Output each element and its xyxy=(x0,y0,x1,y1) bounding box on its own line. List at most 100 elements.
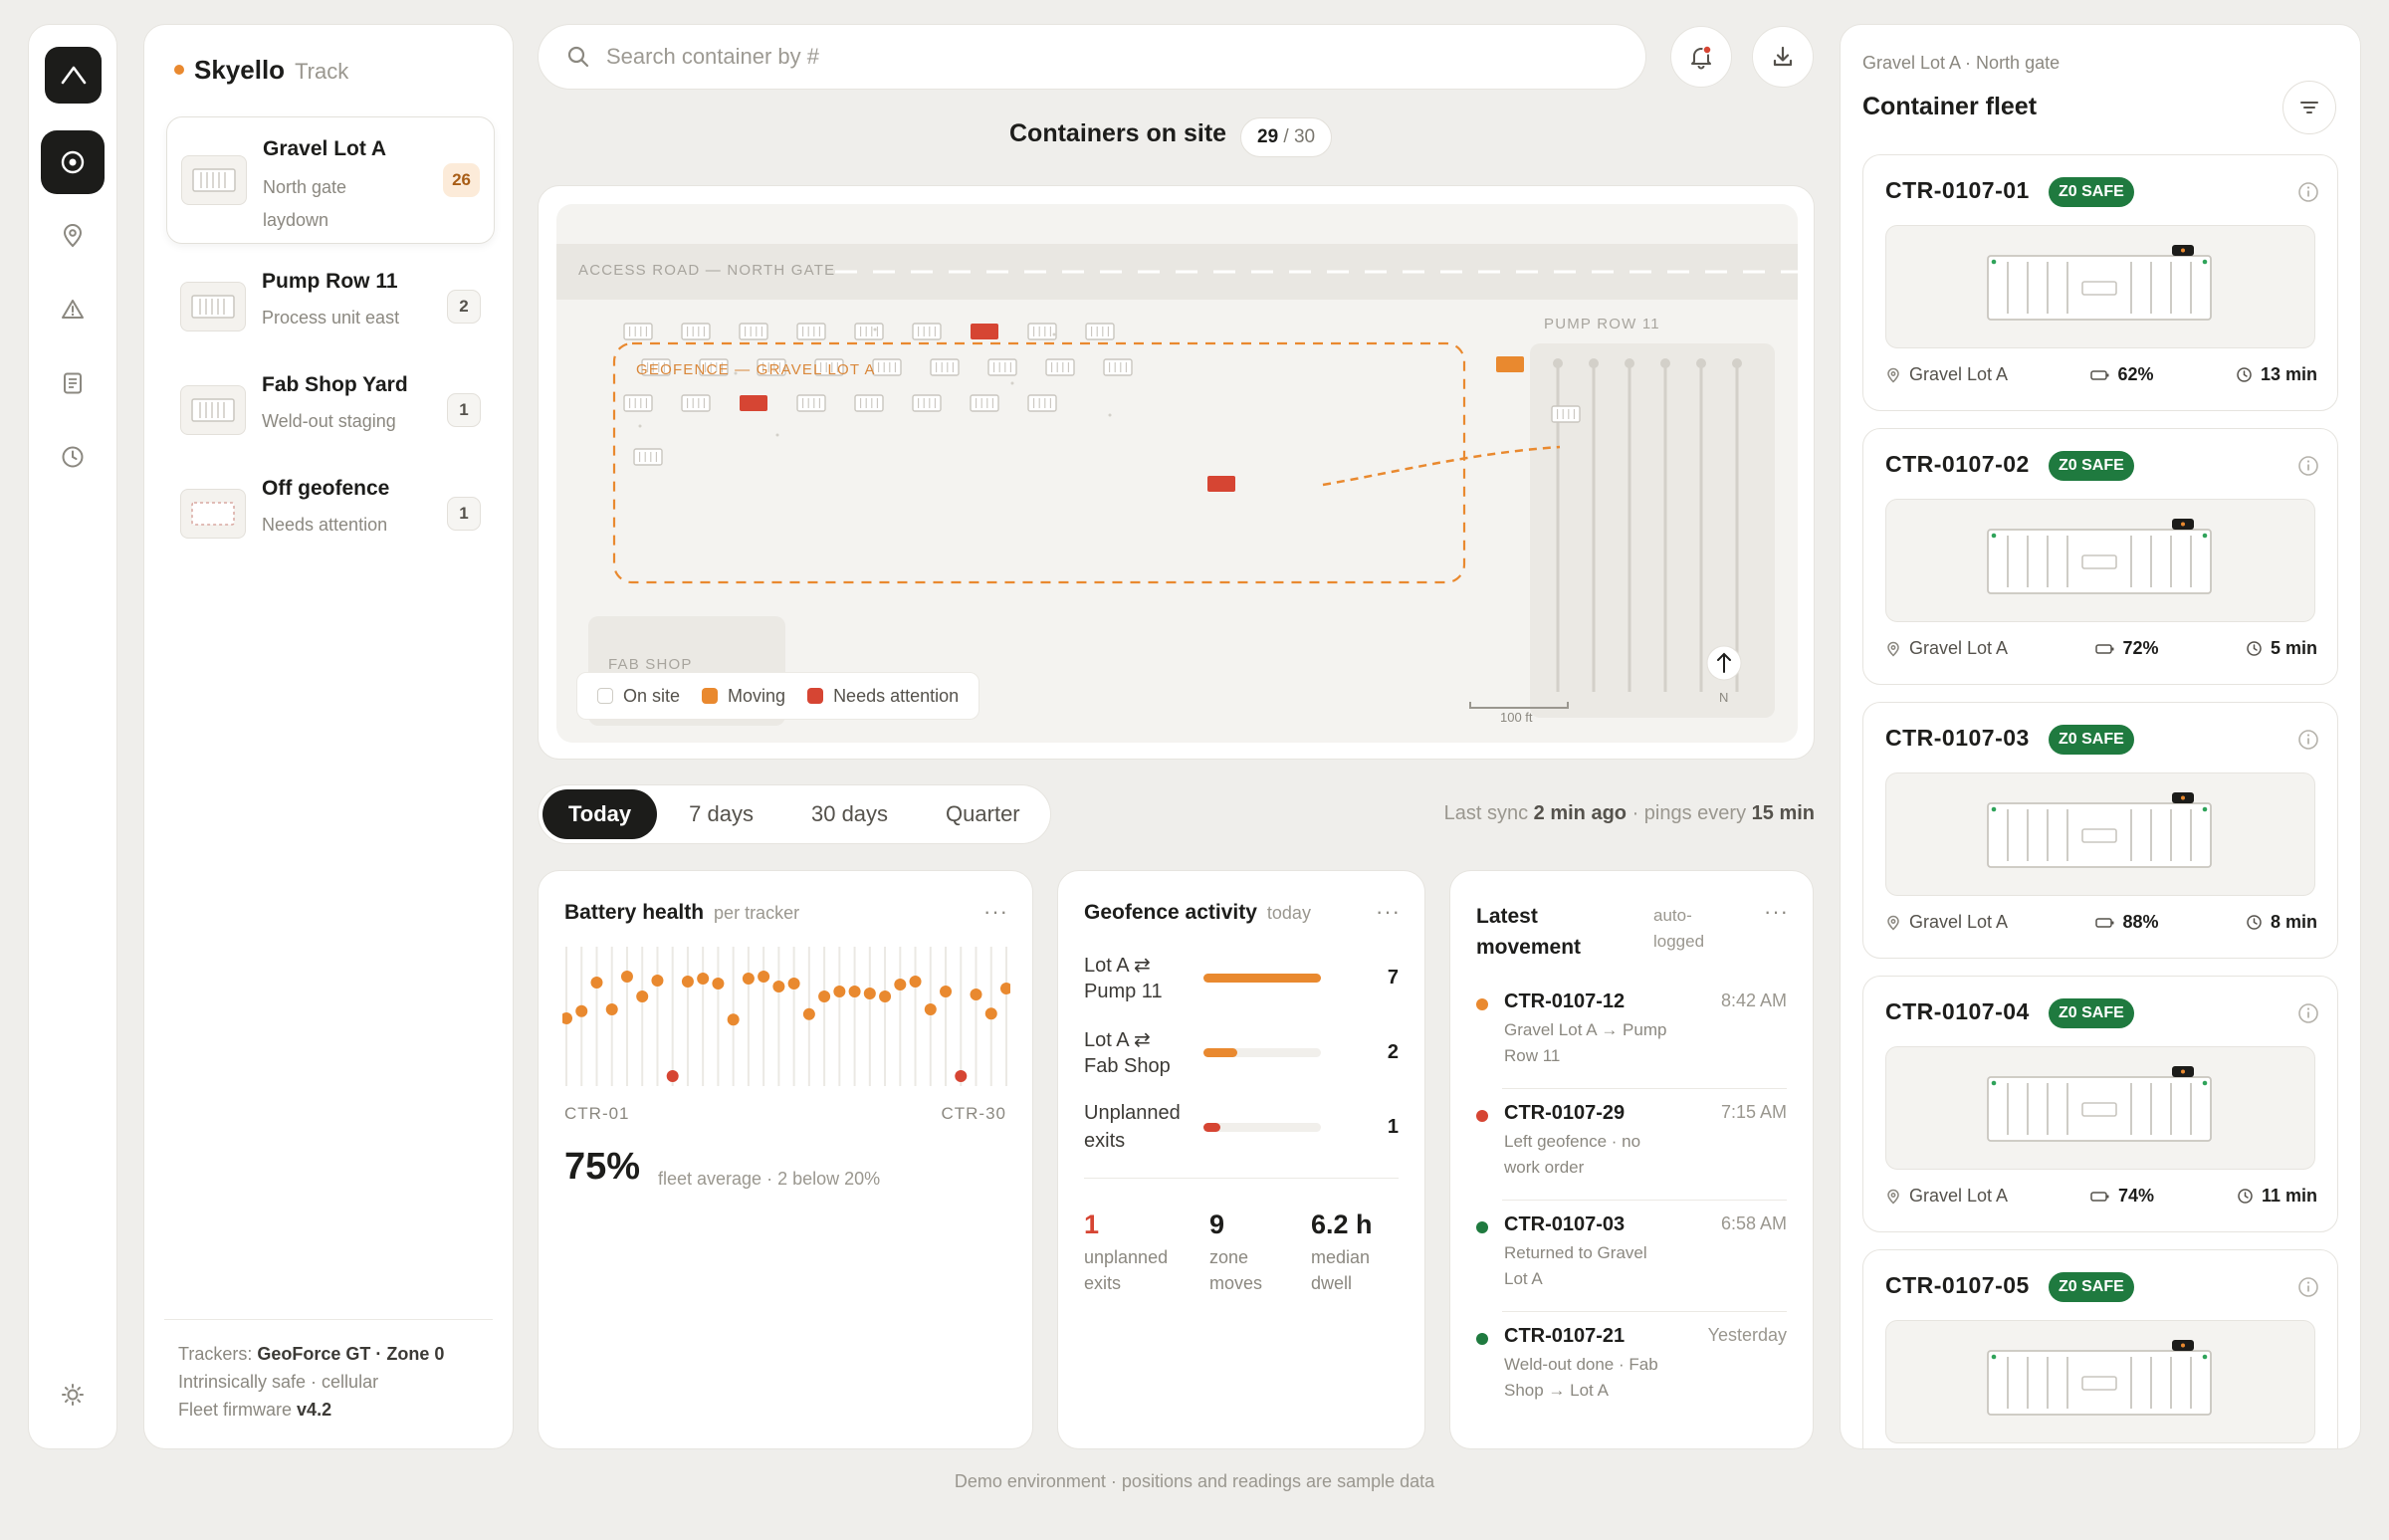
battery-point[interactable] xyxy=(863,988,876,999)
fleet-card[interactable]: CTR-0107-03 Z0 SAFE Gravel Lot A 88% 8 min xyxy=(1862,702,2338,959)
battery-point[interactable] xyxy=(894,979,907,990)
nav-alerts[interactable] xyxy=(41,278,105,341)
battery-point[interactable] xyxy=(924,1003,937,1015)
container-marker[interactable] xyxy=(1551,405,1581,423)
container-marker[interactable] xyxy=(872,358,902,376)
nav-locations[interactable] xyxy=(41,204,105,268)
site-item-pump-row-11[interactable]: Pump Row 11 Process unit east 2 xyxy=(166,256,495,359)
search-bar[interactable] xyxy=(538,24,1646,90)
container-marker[interactable] xyxy=(1027,323,1057,340)
container-marker[interactable] xyxy=(681,323,711,340)
battery-point[interactable] xyxy=(562,1012,572,1024)
container-marker[interactable] xyxy=(623,394,653,412)
movement-item[interactable]: CTR-0107-29 7:15 AM Left geofence · no work… xyxy=(1476,1102,1787,1202)
battery-point[interactable] xyxy=(787,978,800,990)
container-marker[interactable] xyxy=(641,358,671,376)
container-marker[interactable] xyxy=(987,358,1017,376)
container-marker[interactable] xyxy=(633,448,663,466)
info-icon[interactable] xyxy=(2297,1002,2319,1024)
info-icon[interactable] xyxy=(2297,729,2319,751)
container-marker[interactable] xyxy=(912,323,942,340)
battery-point[interactable] xyxy=(651,975,664,987)
info-icon[interactable] xyxy=(2297,1276,2319,1298)
tab-7-days[interactable]: 7 days xyxy=(689,801,754,826)
nav-overview[interactable] xyxy=(41,130,105,194)
battery-point[interactable] xyxy=(575,1004,588,1017)
battery-point[interactable] xyxy=(636,990,649,1002)
battery-point[interactable] xyxy=(712,978,725,990)
more-options-icon[interactable]: ··· xyxy=(983,899,1008,924)
container-marker[interactable] xyxy=(699,358,729,376)
battery-point[interactable] xyxy=(681,976,694,988)
battery-point[interactable] xyxy=(879,990,892,1002)
app-logo[interactable] xyxy=(45,47,102,104)
battery-point[interactable] xyxy=(970,989,982,1000)
nav-theme[interactable] xyxy=(41,1363,105,1427)
battery-point[interactable] xyxy=(772,981,785,992)
container-marker[interactable] xyxy=(814,358,844,376)
container-marker[interactable] xyxy=(623,323,653,340)
nav-history[interactable] xyxy=(41,425,105,489)
site-item-gravel-lot-a[interactable]: Gravel Lot A North gate laydown 26 xyxy=(166,116,495,244)
battery-point[interactable] xyxy=(620,971,633,983)
battery-point[interactable] xyxy=(758,971,770,983)
tab-quarter[interactable]: Quarter xyxy=(946,801,1020,826)
battery-point[interactable] xyxy=(1000,983,1010,994)
battery-point[interactable] xyxy=(818,990,831,1002)
container-marker[interactable] xyxy=(912,394,942,412)
fleet-card[interactable]: CTR-0107-02 Z0 SAFE Gravel Lot A 72% 5 min xyxy=(1862,428,2338,685)
more-options-icon[interactable]: ··· xyxy=(1764,899,1789,924)
container-marker-attention[interactable] xyxy=(1207,476,1235,492)
fleet-card[interactable]: CTR-0107-04 Z0 SAFE Gravel Lot A 74% 11 min xyxy=(1862,976,2338,1232)
container-marker-attention[interactable] xyxy=(971,324,998,339)
battery-point[interactable] xyxy=(848,986,861,997)
container-marker-attention[interactable] xyxy=(740,395,767,411)
info-icon[interactable] xyxy=(2297,181,2319,203)
notifications-button[interactable] xyxy=(1670,26,1732,88)
download-button[interactable] xyxy=(1752,26,1814,88)
tab-today[interactable]: Today xyxy=(543,789,658,839)
container-marker[interactable] xyxy=(854,394,884,412)
container-marker[interactable] xyxy=(1027,394,1057,412)
battery-point[interactable] xyxy=(984,1007,997,1020)
battery-point[interactable] xyxy=(605,1003,618,1015)
container-marker[interactable] xyxy=(1045,358,1075,376)
container-marker[interactable] xyxy=(681,394,711,412)
battery-point[interactable] xyxy=(742,973,755,985)
info-icon[interactable] xyxy=(2297,455,2319,477)
container-marker[interactable] xyxy=(1085,323,1115,340)
container-marker[interactable] xyxy=(739,323,768,340)
battery-point-low[interactable] xyxy=(955,1070,968,1082)
tab-30-days[interactable]: 30 days xyxy=(810,801,889,826)
filter-button[interactable] xyxy=(2282,81,2336,134)
battery-point[interactable] xyxy=(697,973,710,985)
container-marker[interactable] xyxy=(1103,358,1133,376)
container-marker[interactable] xyxy=(757,358,786,376)
site-map[interactable]: ACCESS ROAD — NORTH GATE GEOFENCE — GRAV… xyxy=(556,204,1798,743)
container-marker[interactable] xyxy=(970,394,999,412)
container-marker[interactable] xyxy=(854,323,884,340)
battery-point-low[interactable] xyxy=(666,1070,679,1082)
container-marker[interactable] xyxy=(796,323,826,340)
fleet-card[interactable]: CTR-0107-01 Z0 SAFE Gravel Lot A 62% 13 min xyxy=(1862,154,2338,411)
container-marker[interactable] xyxy=(1496,356,1524,372)
movement-item[interactable]: CTR-0107-21 Yesterday Weld-out done · Fab S… xyxy=(1476,1325,1787,1425)
battery-point[interactable] xyxy=(940,986,953,997)
battery-point[interactable] xyxy=(727,1013,740,1026)
container-marker[interactable] xyxy=(930,358,960,376)
movement-item[interactable]: CTR-0107-12 8:42 AM Gravel Lot A → Pump Row… xyxy=(1476,990,1787,1090)
geofence-row[interactable]: Lot A ⇄ Pump 11 7 xyxy=(1084,953,1399,1012)
battery-point[interactable] xyxy=(909,976,922,988)
container-marker[interactable] xyxy=(796,394,826,412)
battery-point[interactable] xyxy=(590,977,603,989)
nav-reports[interactable] xyxy=(41,351,105,415)
battery-point[interactable] xyxy=(802,1007,815,1020)
more-options-icon[interactable]: ··· xyxy=(1376,899,1401,924)
search-input[interactable] xyxy=(606,44,1502,70)
site-item-fab-shop-yard[interactable]: Fab Shop Yard Weld-out staging 1 xyxy=(166,359,495,463)
site-item-off-geofence[interactable]: Off geofence Needs attention 1 xyxy=(166,463,495,566)
geofence-row[interactable]: Unplanned exits 1 xyxy=(1084,1102,1399,1162)
geofence-row[interactable]: Lot A ⇄ Fab Shop 2 xyxy=(1084,1027,1399,1087)
movement-item[interactable]: CTR-0107-03 6:58 AM Returned to Gravel Lot … xyxy=(1476,1213,1787,1313)
